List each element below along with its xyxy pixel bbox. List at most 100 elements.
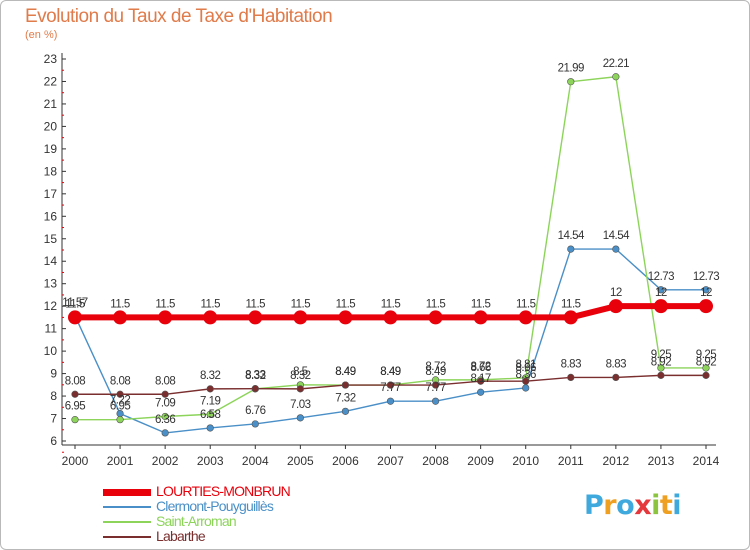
data-label: 8.33 [245, 370, 265, 382]
legend-swatch [103, 536, 151, 538]
data-point [296, 414, 304, 422]
data-label: 8.32 [290, 370, 310, 382]
data-label: 8.36 [516, 369, 536, 381]
data-point [522, 384, 530, 392]
data-point [113, 310, 128, 325]
data-point [702, 286, 710, 294]
data-point [473, 310, 488, 325]
logo-letter: x [634, 490, 652, 521]
data-label: 8.83 [606, 358, 626, 370]
data-label: 11.5 [471, 298, 491, 310]
data-point [518, 310, 533, 325]
data-point [161, 412, 169, 421]
proxiti-logo: Proxiti [584, 490, 682, 521]
legend-label: Labarthe [156, 528, 206, 544]
data-point [386, 381, 395, 389]
data-point [567, 78, 575, 86]
data-point [653, 299, 668, 314]
data-point [338, 310, 353, 325]
data-label: 8.32 [200, 370, 220, 382]
x-tick-label: 2006 [332, 454, 359, 468]
x-tick-label: 2014 [693, 454, 720, 468]
data-label: 8.08 [155, 375, 175, 387]
data-label: 11.5 [516, 298, 536, 310]
data-label: 8.49 [425, 366, 445, 378]
logo-letter: r [603, 490, 617, 521]
y-tick-label: 9 [50, 367, 57, 381]
data-label: 11.5 [155, 298, 175, 310]
data-point [567, 373, 575, 382]
logo-letter: o [616, 490, 635, 521]
data-label: 12 [610, 287, 622, 299]
y-tick-label: 15 [44, 232, 58, 246]
data-point [657, 364, 665, 372]
data-label: 7.09 [155, 398, 175, 410]
data-label: 8.81 [516, 359, 536, 371]
y-tick-label: 17 [44, 187, 58, 201]
chart-title: Evolution du Taux de Taxe d'Habitation [25, 6, 333, 27]
data-label: 8.08 [110, 375, 130, 387]
legend-label: LOURTIES-MONBRUN [156, 483, 291, 499]
data-point [431, 397, 440, 405]
data-label: 8.5 [293, 366, 308, 378]
legend-item: Labarthe [103, 528, 363, 544]
legend-swatch [103, 489, 151, 496]
data-point [248, 310, 263, 325]
x-tick-label: 2001 [107, 454, 134, 468]
data-label: 8.08 [65, 375, 85, 387]
data-point [702, 371, 710, 379]
data-label: 11.5 [246, 298, 266, 310]
data-label: 6.58 [200, 409, 220, 421]
data-label: 14.54 [558, 230, 585, 242]
data-point [296, 385, 304, 393]
data-point [702, 364, 710, 372]
data-label: 8.72 [425, 361, 445, 373]
logo-letter: i [672, 490, 682, 521]
y-tick-label: 19 [44, 142, 58, 156]
data-point [251, 420, 259, 428]
data-label: 7.19 [200, 395, 220, 407]
data-point [293, 310, 308, 325]
y-tick-label: 11 [45, 322, 58, 336]
chart-unit: (en %) [25, 29, 58, 41]
data-point [206, 385, 214, 393]
data-point [71, 416, 79, 424]
y-tick-label: 20 [44, 119, 58, 133]
x-tick-label: 2004 [242, 454, 269, 468]
data-point [477, 388, 485, 396]
data-label: 8.49 [380, 366, 400, 378]
data-point [68, 310, 82, 325]
y-tick-label: 21 [44, 97, 58, 111]
data-label: 8.92 [696, 356, 716, 368]
data-point [71, 390, 79, 398]
y-tick-label: 13 [44, 277, 58, 291]
data-point [608, 299, 623, 314]
data-point [206, 424, 214, 432]
x-tick-label: 2007 [377, 454, 404, 468]
legend-swatch [103, 506, 151, 508]
y-tick-label: 7 [50, 412, 57, 426]
data-point [206, 410, 214, 418]
data-label: 11.5 [291, 298, 311, 310]
data-point [431, 381, 440, 389]
x-tick-label: 2012 [603, 454, 630, 468]
x-tick-label: 2003 [197, 454, 224, 468]
y-tick-label: 18 [44, 164, 58, 178]
legend-label: Clermont-Pouyguillès [156, 498, 274, 514]
data-label: 14.54 [603, 230, 630, 242]
data-label: 8.49 [335, 366, 355, 378]
legend: LOURTIES-MONBRUN Clermont-Pouyguillès Sain… [103, 483, 363, 544]
data-label: 11.5 [110, 298, 130, 310]
data-point [341, 381, 350, 389]
data-label: 21.99 [558, 63, 584, 75]
data-label: 11.5 [200, 298, 220, 310]
data-point [477, 377, 485, 385]
logo-letter: i [651, 490, 660, 521]
data-point [161, 429, 169, 437]
legend-label: Saint-Arroman [156, 513, 237, 529]
data-label: 7.22 [110, 395, 130, 407]
data-label: 12 [700, 287, 712, 299]
legend-swatch [103, 521, 151, 523]
